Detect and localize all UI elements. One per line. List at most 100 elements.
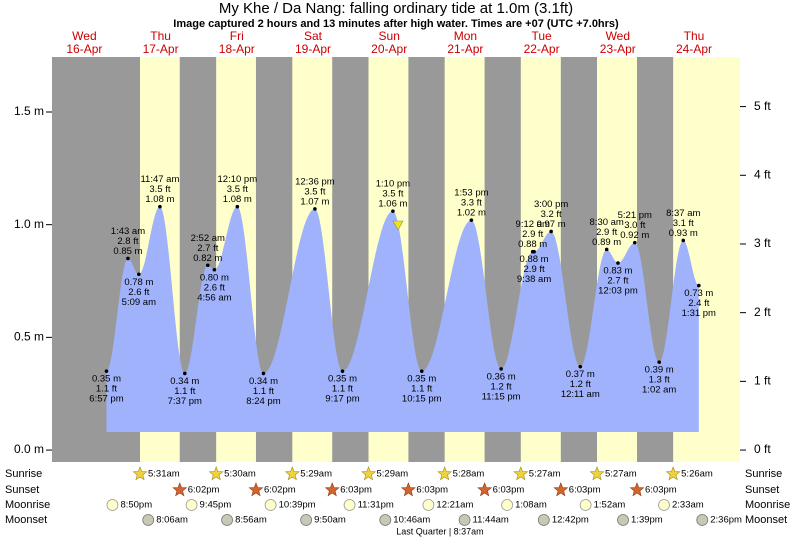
almanac-time: 6:03pm	[340, 485, 372, 496]
tide-point	[158, 204, 162, 209]
date-label: 23-Apr	[600, 42, 636, 56]
tide-label: 3.5 ft	[304, 186, 325, 197]
tide-label: 9:38 am	[517, 274, 551, 285]
date-label: 20-Apr	[371, 42, 407, 56]
almanac-time: 6:03pm	[416, 485, 448, 496]
date-label: 18-Apr	[219, 42, 255, 56]
tide-point	[126, 256, 130, 261]
sunset-icon	[553, 482, 569, 497]
moon-phase: Last Quarter | 8:37am	[396, 526, 483, 536]
row-label: Sunrise	[745, 468, 782, 480]
tide-label: 2.6 ft	[128, 287, 149, 298]
row-label: Moonrise	[745, 499, 790, 511]
almanac-time: 2:33am	[672, 500, 704, 511]
moonset-icon	[221, 514, 233, 526]
tide-label: 2.7 ft	[607, 276, 628, 287]
tide-label: 2.8 ft	[117, 236, 138, 247]
sunrise-icon	[513, 466, 529, 481]
tide-label: 2:52 am	[191, 233, 225, 244]
almanac-time: 5:29am	[377, 469, 409, 480]
weekday-label: Sat	[304, 29, 323, 43]
almanac-time: 8:50pm	[120, 500, 152, 511]
tide-label: 3.5 ft	[227, 184, 248, 195]
moonrise-icon	[658, 499, 670, 511]
almanac-time: 6:03pm	[645, 485, 677, 496]
almanac-time: 6:03pm	[569, 485, 601, 496]
sunset-icon	[248, 482, 264, 497]
tide-label: 1.08 m	[223, 194, 252, 205]
y2-tick-label: 5 ft	[754, 99, 771, 113]
tide-point	[549, 229, 553, 234]
tide-label: 2.9 ft	[596, 227, 617, 238]
y2-tick-label: 0 ft	[754, 442, 771, 456]
tide-label: 0.83 m	[603, 266, 632, 277]
date-label: 16-Apr	[66, 42, 102, 56]
y2-tick-label: 2 ft	[754, 305, 771, 319]
tide-point	[340, 369, 345, 373]
y2-tick-label: 1 ft	[754, 374, 771, 388]
tide-point	[235, 204, 240, 209]
tide-point	[391, 209, 395, 213]
now-marker	[392, 220, 404, 231]
y-tick-label: 1.5 m	[14, 104, 44, 118]
tide-label: 2.4 ft	[688, 298, 709, 309]
tide-label: 3.1 ft	[673, 218, 694, 229]
tide-label: 2.9 ft	[524, 264, 545, 275]
tide-point	[206, 263, 210, 268]
tide-label: 1.1 ft	[411, 384, 432, 395]
almanac-time: 6:03pm	[493, 485, 525, 496]
tide-point	[419, 369, 424, 373]
tide-area	[106, 206, 699, 432]
tide-label: 0.89 m	[592, 237, 621, 248]
tide-point	[632, 240, 637, 245]
row-label: Moonrise	[5, 499, 50, 511]
moonset-icon	[379, 514, 392, 526]
tide-point	[182, 371, 187, 376]
tide-label: 11:47 am	[140, 174, 179, 185]
row-label: Sunrise	[5, 468, 42, 480]
tide-label: 1.1 ft	[253, 386, 274, 397]
tide-label: 12:11 am	[561, 389, 600, 400]
tide-label: 0.80 m	[200, 272, 229, 283]
tide-label: 8:30 am	[590, 217, 624, 228]
tide-point	[104, 369, 109, 373]
moonset-icon	[617, 514, 629, 526]
tide-label: 3.5 ft	[382, 189, 403, 200]
date-label: 21-Apr	[447, 42, 483, 56]
tide-point	[313, 207, 317, 211]
almanac-time: 12:21am	[436, 500, 473, 511]
tide-label: 3.2 ft	[541, 209, 562, 220]
weekday-label: Mon	[454, 29, 477, 43]
moonset-icon	[537, 514, 550, 526]
tide-label: 1.1 ft	[96, 384, 117, 395]
tide-point	[137, 272, 141, 277]
tide-label: 0.88 m	[520, 254, 549, 265]
tide-label: 3.5 ft	[149, 184, 170, 195]
almanac-time: 10:46am	[393, 515, 430, 526]
tide-label: 1.3 ft	[649, 375, 670, 386]
sunset-icon	[400, 482, 416, 497]
tide-label: 11:15 pm	[482, 391, 521, 402]
almanac-time: 10:39pm	[279, 500, 316, 511]
y2-tick-label: 3 ft	[754, 236, 771, 250]
almanac-time: 1:39pm	[631, 515, 663, 526]
sunrise-icon	[361, 466, 377, 481]
tide-point	[604, 247, 609, 252]
tide-point	[261, 371, 266, 376]
y2-tick-label: 4 ft	[754, 167, 771, 181]
tide-label: 3.0 ft	[624, 220, 645, 231]
moonset-icon	[696, 514, 709, 526]
tide-point	[469, 218, 474, 222]
tide-label: 0.34 m	[170, 376, 199, 387]
almanac-time: 12:42pm	[552, 515, 589, 526]
tide-label: 3:00 pm	[534, 199, 568, 210]
tide-label: 0.97 m	[537, 219, 566, 230]
sunset-icon	[477, 482, 493, 497]
tide-point	[681, 238, 686, 243]
tide-label: 2.6 ft	[204, 282, 225, 293]
tide-label: 0.35 m	[92, 374, 121, 385]
tide-label: 0.36 m	[487, 371, 516, 382]
tide-label: 0.92 m	[620, 230, 649, 241]
sunrise-icon	[589, 466, 605, 481]
tide-label: 7:37 pm	[168, 396, 202, 407]
